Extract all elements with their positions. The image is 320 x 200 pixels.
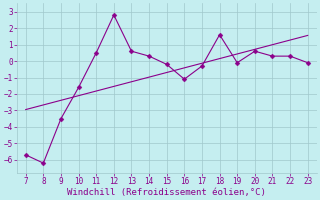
X-axis label: Windchill (Refroidissement éolien,°C): Windchill (Refroidissement éolien,°C) [67, 188, 266, 197]
